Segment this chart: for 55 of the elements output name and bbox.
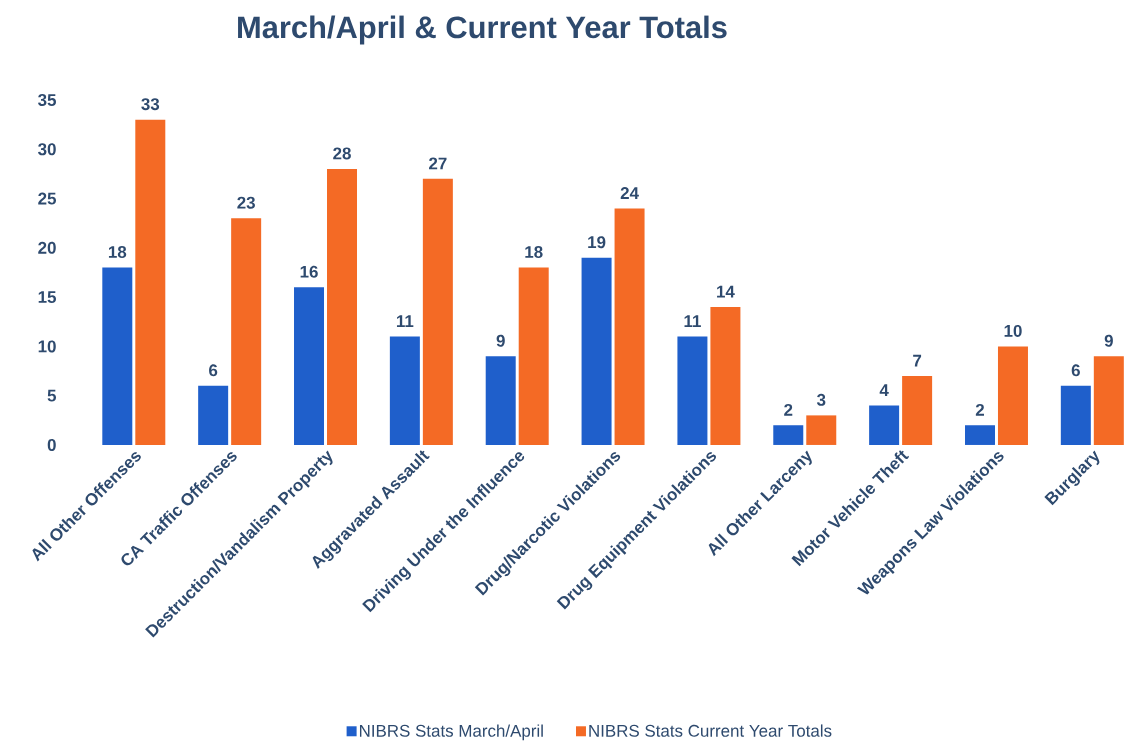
bar (1060, 385, 1091, 445)
data-label: 16 (300, 265, 318, 278)
bar (135, 119, 166, 445)
bar (294, 287, 325, 445)
y-tick-label: 25 (38, 192, 57, 205)
data-label: 10 (1004, 324, 1022, 337)
legend-label: NIBRS Stats March/April (359, 724, 543, 741)
bar (231, 218, 262, 445)
data-label: 2 (784, 403, 793, 416)
data-label: 6 (209, 364, 218, 377)
bar (422, 178, 453, 445)
bar (997, 346, 1028, 445)
data-label: 19 (588, 236, 606, 249)
data-label: 7 (913, 354, 922, 367)
data-label: 23 (237, 196, 255, 209)
data-label: 9 (496, 334, 505, 347)
data-label: 11 (396, 315, 414, 328)
bar (327, 169, 358, 445)
y-tick-label: 35 (38, 94, 57, 107)
legend-label: NIBRS Stats Current Year Totals (589, 724, 832, 737)
chart-title: March/April & Current Year Totals (238, 15, 727, 45)
bar (964, 425, 995, 445)
y-tick-label: 0 (47, 438, 56, 451)
data-label: 6 (1071, 364, 1080, 377)
bar (710, 307, 741, 445)
bar (1093, 356, 1124, 445)
bar (614, 208, 645, 445)
data-label: 33 (141, 98, 160, 111)
data-label: 2 (975, 403, 984, 416)
bar (102, 267, 133, 445)
bar (902, 375, 933, 445)
data-label: 4 (879, 384, 889, 397)
bar (806, 415, 837, 445)
data-label: 11 (684, 315, 701, 328)
data-label: 27 (429, 157, 447, 170)
data-label: 18 (108, 246, 127, 259)
bar (773, 425, 804, 445)
bar (198, 385, 229, 445)
bar (677, 336, 708, 445)
bar (485, 356, 516, 445)
data-label: 14 (717, 285, 735, 298)
y-tick-label: 30 (38, 143, 56, 156)
y-tick-label: 15 (38, 291, 57, 304)
bar (389, 336, 420, 445)
bar (869, 405, 900, 445)
data-label: 28 (333, 147, 351, 160)
y-tick-label: 5 (47, 389, 57, 402)
data-label: 3 (816, 393, 826, 406)
bar (518, 267, 549, 445)
data-label: 9 (1104, 334, 1113, 347)
bar (581, 257, 612, 445)
y-tick-label: 20 (38, 241, 56, 254)
data-label: 18 (525, 246, 543, 259)
data-label: 24 (620, 187, 639, 199)
y-tick-label: 10 (38, 340, 56, 353)
